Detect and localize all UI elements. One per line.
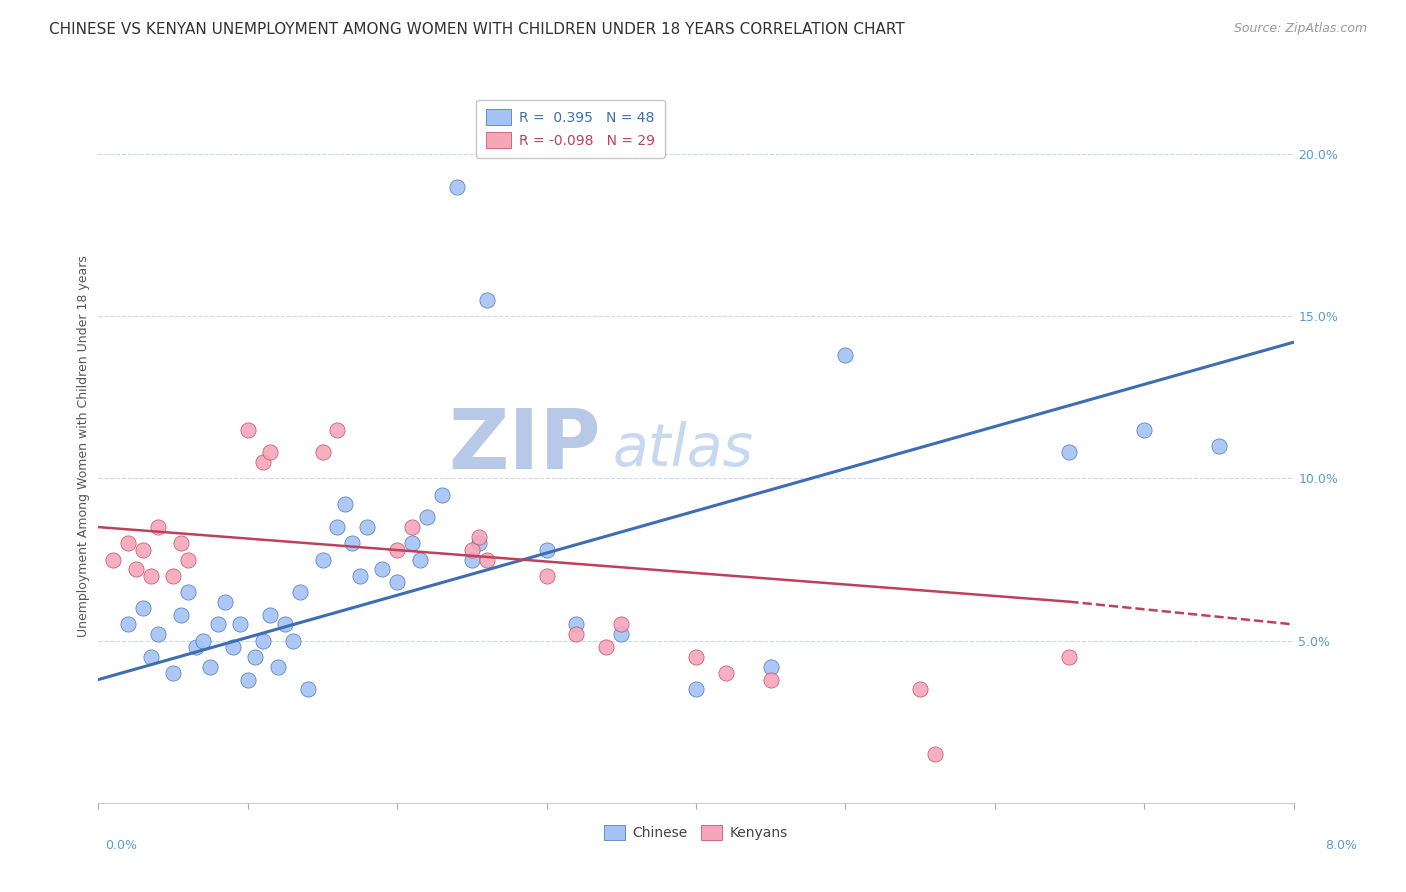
Point — [288, 585, 311, 599]
Point — [177, 585, 200, 599]
Point — [924, 747, 946, 761]
Point — [148, 520, 170, 534]
Point — [461, 552, 484, 566]
Point — [610, 627, 633, 641]
Point — [834, 348, 856, 362]
Point — [162, 666, 184, 681]
Point — [536, 542, 558, 557]
Point — [908, 682, 931, 697]
Point — [1133, 423, 1156, 437]
Point — [468, 530, 491, 544]
Point — [200, 659, 222, 673]
Y-axis label: Unemployment Among Women with Children Under 18 years: Unemployment Among Women with Children U… — [77, 255, 90, 637]
Point — [759, 659, 782, 673]
Point — [759, 673, 782, 687]
Point — [610, 617, 633, 632]
Point — [267, 659, 290, 673]
Point — [475, 293, 498, 307]
Point — [259, 607, 281, 622]
Point — [342, 536, 364, 550]
Point — [281, 633, 304, 648]
Point — [356, 520, 378, 534]
Point — [685, 682, 707, 697]
Point — [468, 536, 491, 550]
Point — [177, 552, 200, 566]
Text: 0.0%: 0.0% — [105, 838, 138, 852]
Point — [169, 536, 191, 550]
Point — [408, 552, 430, 566]
Text: Source: ZipAtlas.com: Source: ZipAtlas.com — [1233, 22, 1367, 36]
Point — [401, 536, 423, 550]
Point — [714, 666, 737, 681]
Point — [349, 568, 371, 582]
Point — [416, 510, 439, 524]
Point — [259, 445, 281, 459]
Point — [446, 179, 468, 194]
Point — [139, 568, 162, 582]
Point — [430, 488, 453, 502]
Point — [311, 552, 333, 566]
Point — [139, 649, 162, 664]
Point — [229, 617, 252, 632]
Point — [236, 423, 259, 437]
Point — [162, 568, 184, 582]
Point — [117, 617, 139, 632]
Point — [385, 542, 409, 557]
Point — [536, 568, 558, 582]
Point — [274, 617, 297, 632]
Point — [191, 633, 214, 648]
Point — [103, 552, 125, 566]
Point — [1208, 439, 1230, 453]
Point — [326, 423, 349, 437]
Point — [132, 542, 155, 557]
Point — [385, 575, 409, 590]
Point — [371, 562, 394, 576]
Text: 8.0%: 8.0% — [1324, 838, 1357, 852]
Point — [1059, 649, 1081, 664]
Text: atlas: atlas — [613, 421, 754, 478]
Point — [297, 682, 319, 697]
Point — [595, 640, 617, 654]
Point — [169, 607, 191, 622]
Point — [207, 617, 229, 632]
Point — [252, 455, 274, 469]
Text: ZIP: ZIP — [449, 406, 600, 486]
Point — [132, 601, 155, 615]
Point — [565, 627, 588, 641]
Point — [401, 520, 423, 534]
Point — [333, 497, 356, 511]
Point — [326, 520, 349, 534]
Point — [311, 445, 333, 459]
Point — [461, 542, 484, 557]
Point — [565, 617, 588, 632]
Point — [1059, 445, 1081, 459]
Point — [117, 536, 139, 550]
Text: CHINESE VS KENYAN UNEMPLOYMENT AMONG WOMEN WITH CHILDREN UNDER 18 YEARS CORRELAT: CHINESE VS KENYAN UNEMPLOYMENT AMONG WOM… — [49, 22, 905, 37]
Point — [125, 562, 148, 576]
Point — [475, 552, 498, 566]
Legend: Chinese, Kenyans: Chinese, Kenyans — [599, 820, 793, 846]
Point — [184, 640, 207, 654]
Point — [214, 595, 236, 609]
Point — [148, 627, 170, 641]
Point — [236, 673, 259, 687]
Point — [252, 633, 274, 648]
Point — [222, 640, 245, 654]
Point — [685, 649, 707, 664]
Point — [245, 649, 267, 664]
